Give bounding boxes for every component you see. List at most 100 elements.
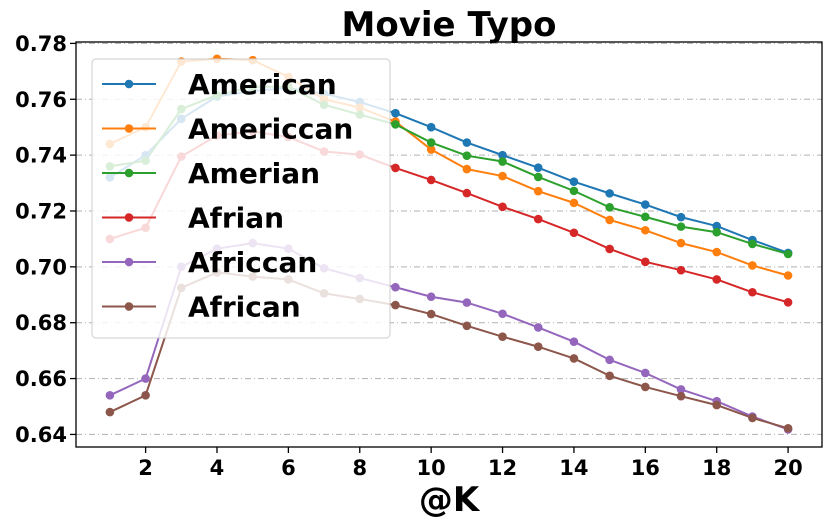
y-tick-label: 0.76 [15, 88, 67, 112]
data-point [498, 171, 507, 181]
data-point [569, 337, 579, 347]
y-tick-label: 0.64 [15, 423, 67, 447]
x-tick-label: 12 [488, 456, 517, 480]
data-point [605, 215, 614, 225]
plot-area-frame [75, 41, 823, 448]
data-point [105, 407, 115, 417]
data-point [641, 368, 650, 378]
data-point [712, 247, 722, 257]
x-tick-label: 2 [138, 456, 153, 480]
y-tick-label: 0.68 [15, 311, 67, 335]
data-point [426, 175, 436, 185]
data-point [712, 400, 722, 410]
data-point [569, 354, 579, 363]
data-point [676, 238, 686, 248]
legend-label: Amerian [188, 157, 320, 190]
data-point [498, 332, 507, 341]
data-point [748, 287, 757, 297]
data-point [569, 198, 579, 208]
data-point [605, 203, 614, 212]
data-point [391, 300, 400, 310]
data-point [569, 177, 579, 186]
x-tick-label: 20 [773, 456, 802, 480]
data-point [498, 202, 507, 212]
legend-swatch-marker [124, 302, 134, 311]
data-point [676, 212, 686, 222]
data-point [391, 282, 400, 292]
legend: American Americcan Amerian Afrian Africcan Af… [91, 58, 391, 339]
x-tick-label: 16 [631, 456, 660, 480]
data-point [676, 385, 686, 394]
data-point [391, 163, 400, 173]
chart-title: Movie Typo [342, 5, 557, 45]
data-point [426, 292, 436, 302]
x-axis-ticks: 2 4 6 8 10 12 14 16 18 20 [138, 447, 803, 480]
data-point [141, 374, 150, 383]
data-point [533, 172, 543, 182]
data-point [641, 382, 650, 392]
data-point [712, 275, 722, 284]
y-tick-label: 0.74 [15, 144, 67, 168]
y-tick-label: 0.66 [15, 367, 67, 391]
legend-swatch-marker [124, 168, 134, 178]
x-tick-label: 18 [702, 456, 731, 480]
data-point [426, 122, 436, 132]
data-point [641, 212, 650, 222]
data-point [605, 355, 614, 365]
x-axis-label: @K [419, 480, 481, 520]
data-point [426, 309, 436, 319]
data-point [391, 120, 400, 129]
data-point [748, 413, 757, 423]
data-point [605, 371, 614, 381]
x-tick-label: 10 [417, 456, 446, 480]
data-point [641, 225, 650, 235]
y-axis-ticks: 0.64 0.66 0.68 0.70 0.72 0.74 0.76 0.78 [15, 32, 76, 447]
data-point [605, 244, 614, 254]
legend-swatch-marker [124, 124, 134, 133]
data-point [641, 200, 650, 209]
x-tick-label: 8 [352, 456, 367, 480]
data-point [748, 261, 757, 270]
legend-swatch-marker [124, 79, 134, 89]
data-point [533, 342, 543, 352]
data-point [533, 186, 543, 196]
data-point [569, 228, 579, 238]
data-point [498, 150, 507, 160]
legend-label: Americcan [188, 113, 353, 146]
x-tick-label: 6 [281, 456, 296, 480]
data-point [498, 157, 507, 166]
data-point [533, 163, 543, 172]
data-point [676, 391, 686, 401]
data-point [641, 257, 650, 267]
data-point [462, 321, 472, 331]
data-point [462, 164, 472, 174]
data-point [462, 298, 472, 307]
x-tick-label: 14 [559, 456, 588, 480]
data-point [712, 221, 722, 231]
data-point [141, 391, 150, 400]
legend-label: Africcan [188, 246, 317, 279]
data-point [676, 222, 686, 231]
data-point [426, 145, 436, 154]
data-point [712, 227, 722, 237]
data-point [105, 391, 115, 400]
legend-label: American [188, 68, 337, 101]
data-point [783, 249, 793, 259]
data-point [783, 298, 793, 307]
legend-label: Afrian [188, 202, 284, 235]
data-point [533, 214, 543, 224]
y-tick-label: 0.72 [15, 199, 67, 223]
data-point [569, 186, 579, 196]
data-point [783, 271, 793, 280]
data-point [783, 423, 793, 433]
data-point [391, 108, 400, 118]
data-point [676, 265, 686, 275]
data-point [462, 151, 472, 160]
data-point [462, 138, 472, 147]
data-point [462, 188, 472, 198]
legend-frame [91, 58, 391, 339]
data-point [498, 309, 507, 319]
legend-swatch-marker [124, 257, 134, 267]
legend-swatch-marker [124, 213, 134, 222]
